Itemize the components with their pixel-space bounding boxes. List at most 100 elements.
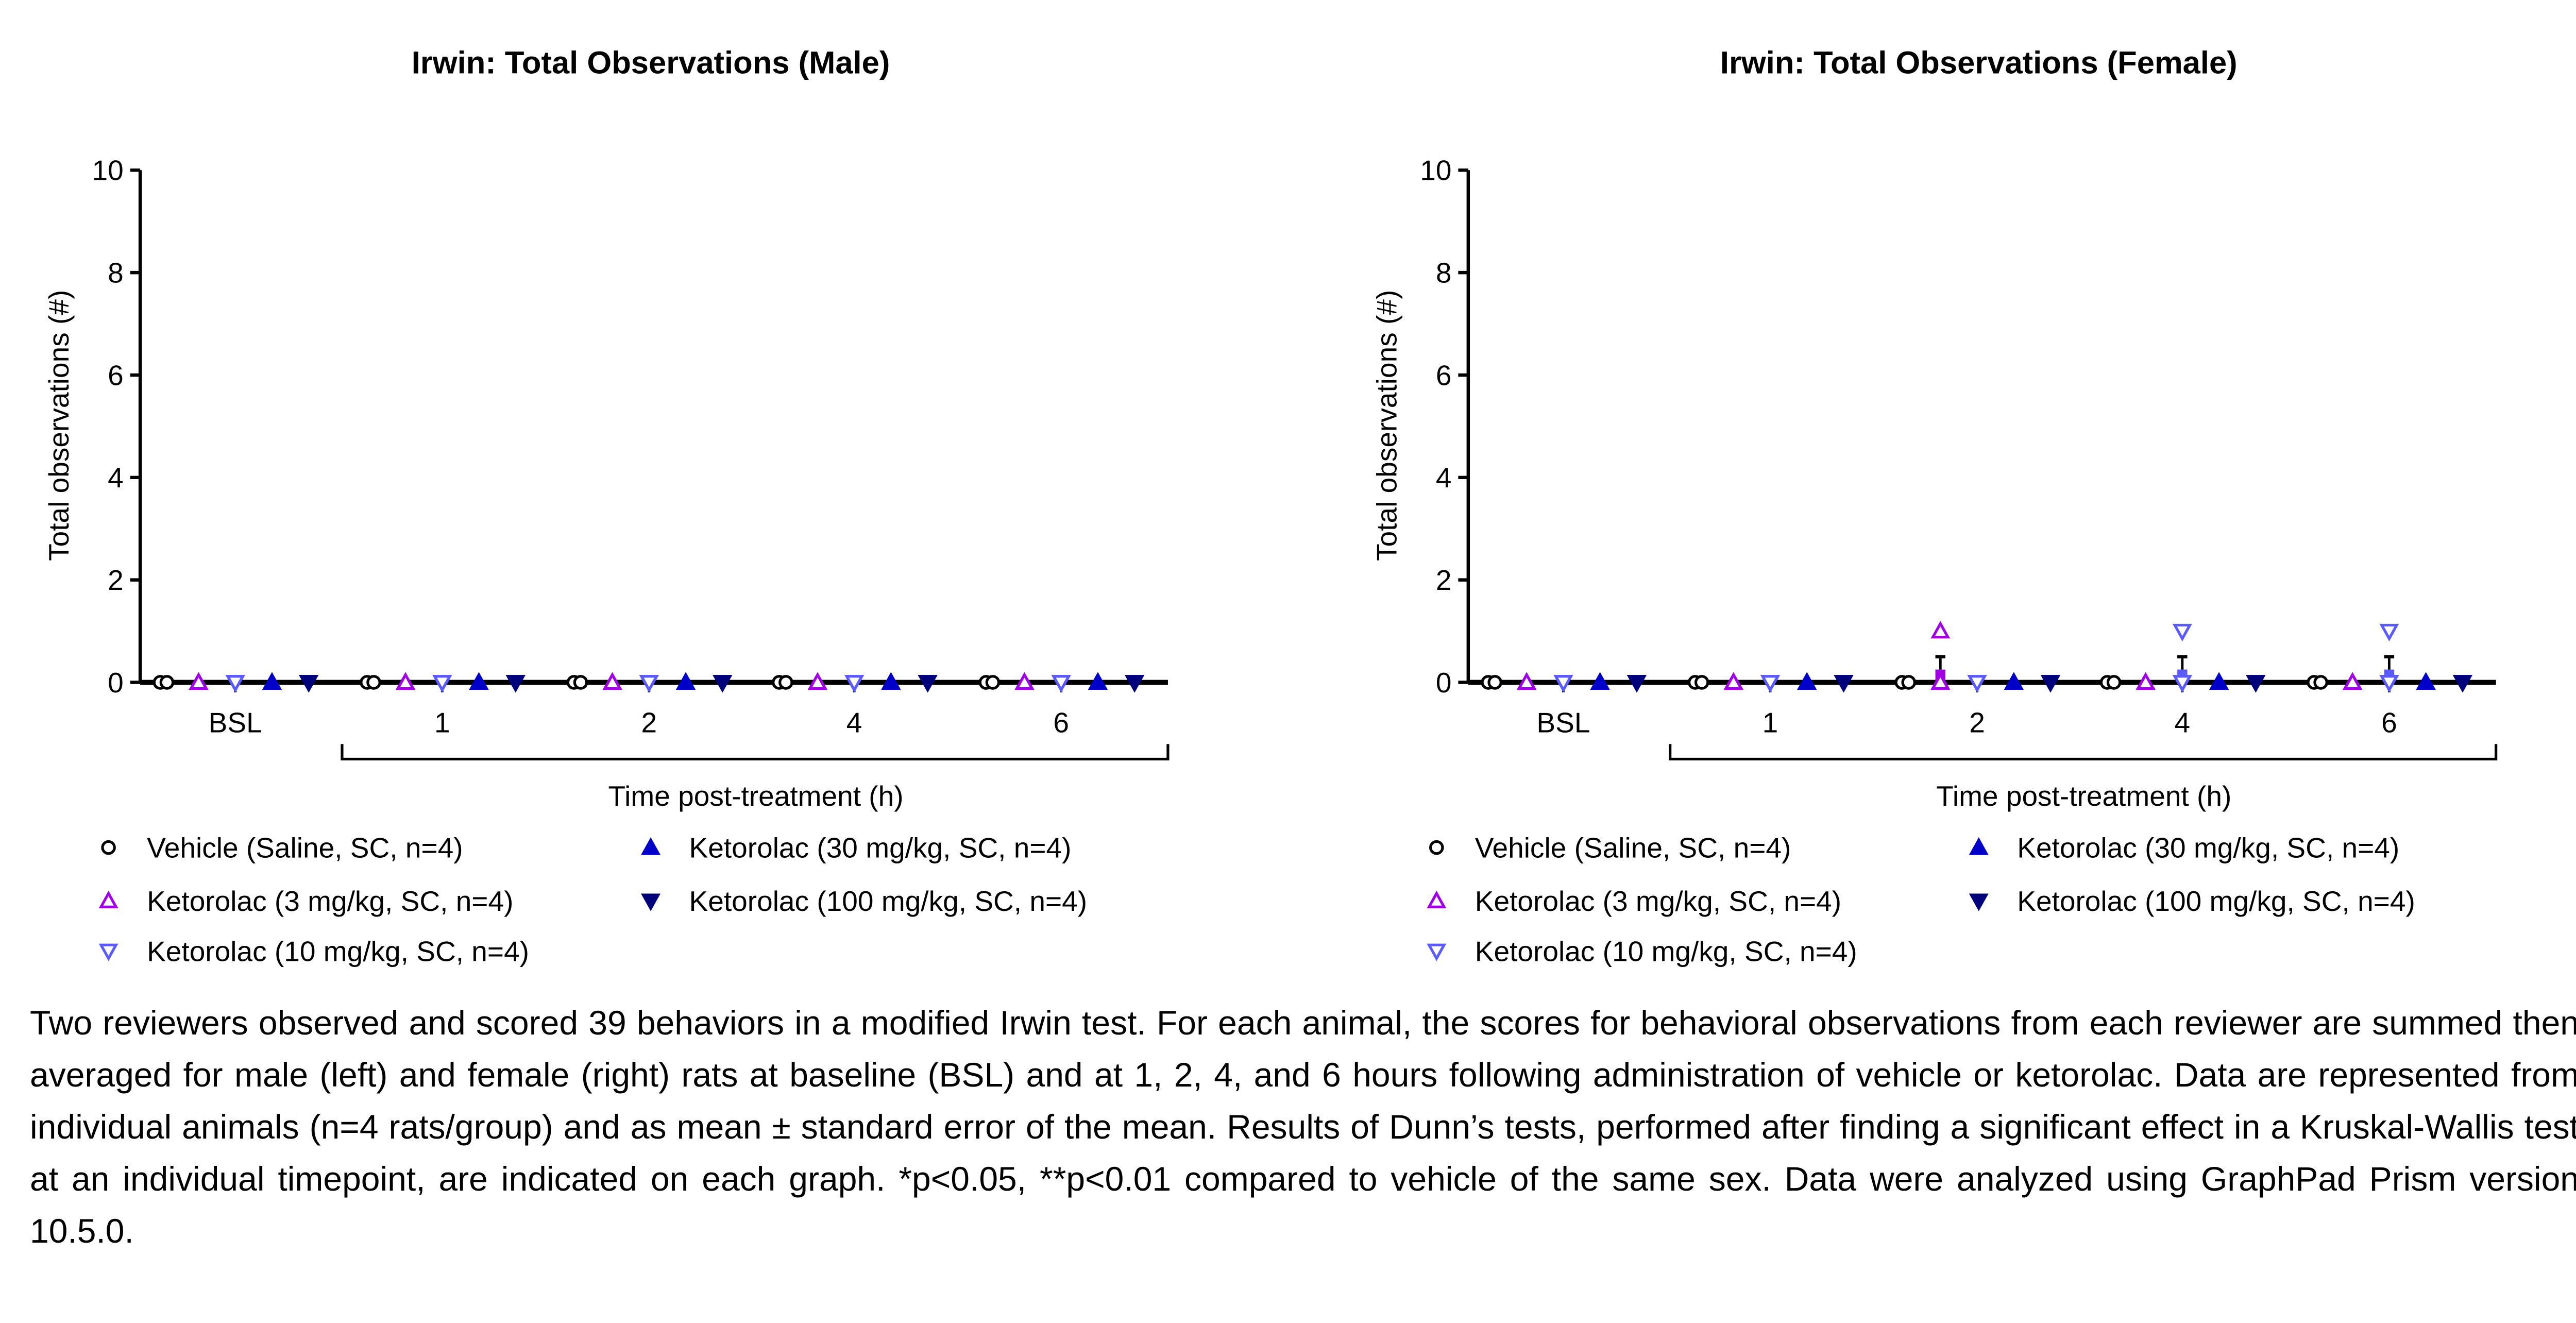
data-point — [778, 675, 793, 690]
data-point — [573, 675, 588, 690]
y-axis-label: Total observations (#) — [43, 290, 75, 561]
data-point — [881, 672, 901, 690]
data-point — [2452, 675, 2472, 693]
legend-label: Ketorolac (10 mg/kg, SC, n=4) — [1475, 935, 1857, 967]
data-point — [602, 672, 622, 690]
data-point — [505, 675, 526, 693]
data-point — [2041, 675, 2060, 693]
data-point — [2136, 672, 2156, 690]
data-point — [189, 672, 209, 690]
legend-marker-icon — [641, 893, 661, 911]
x-bracket — [1669, 744, 2498, 761]
data-point — [159, 675, 175, 690]
data-point — [1517, 672, 1537, 690]
legend-label: Ketorolac (3 mg/kg, SC, n=4) — [1475, 885, 1841, 917]
data-point — [2343, 672, 2363, 690]
data-point — [1694, 675, 1709, 690]
legend-item: Vehicle (Saline, SC, n=4) — [101, 832, 463, 864]
data-point — [469, 672, 489, 690]
data-point — [396, 672, 415, 690]
legend-marker-icon — [641, 837, 661, 855]
y-tick-label: 10 — [92, 155, 124, 186]
data-point — [985, 675, 1001, 690]
legend-label: Ketorolac (30 mg/kg, SC, n=4) — [689, 832, 1072, 864]
legend-label: Vehicle (Saline, SC, n=4) — [1475, 832, 1791, 864]
data-point — [299, 675, 319, 693]
data-point — [2313, 675, 2328, 690]
data-point — [1626, 675, 1647, 693]
data-point — [2004, 672, 2024, 690]
legend-item: Ketorolac (100 mg/kg, SC, n=4) — [1969, 885, 2415, 917]
data-point — [2172, 675, 2192, 693]
x-tick-label: 6 — [1053, 707, 1069, 739]
data-point — [1834, 675, 1854, 693]
y-tick-label: 8 — [108, 257, 124, 289]
data-point — [844, 675, 865, 693]
x-tick-label: 4 — [846, 707, 862, 739]
y-tick-label: 4 — [108, 462, 124, 494]
legend-item: Vehicle (Saline, SC, n=4) — [1429, 832, 1791, 864]
data-point — [1088, 672, 1108, 690]
x-axis-label: Time post-treatment (h) — [1936, 780, 2231, 812]
data-point — [1930, 621, 1951, 639]
data-point — [432, 675, 452, 693]
x-tick-label: 1 — [434, 707, 450, 739]
data-point — [2172, 623, 2192, 641]
x-axis-label: Time post-treatment (h) — [608, 780, 904, 812]
data-point — [1590, 672, 1610, 690]
data-point — [918, 675, 938, 693]
y-axis-label: Total observations (#) — [1371, 290, 1403, 561]
x-tick-label: 2 — [641, 707, 657, 739]
y-tick-label: 4 — [1436, 462, 1452, 494]
female-chart: Irwin: Total Observations (Female) 0 2 4 6 8 1… — [1371, 45, 2498, 967]
data-point — [1967, 675, 1987, 693]
y-tick-label: 2 — [108, 564, 124, 596]
data-point — [2106, 675, 2122, 690]
legend-item: Ketorolac (10 mg/kg, SC, n=4) — [98, 935, 529, 967]
legend-item: Ketorolac (10 mg/kg, SC, n=4) — [1427, 935, 1857, 967]
data-point — [1553, 675, 1573, 693]
legend-marker-icon — [1969, 837, 1989, 855]
y-tick-label: 8 — [1436, 257, 1452, 289]
x-tick-label: BSL — [209, 707, 262, 739]
data-point — [676, 672, 696, 690]
data-point — [807, 672, 827, 690]
data-point — [639, 675, 659, 693]
legend-marker-icon — [98, 890, 118, 908]
data-point — [1051, 675, 1071, 693]
data-point — [1797, 672, 1817, 690]
y-tick-label: 2 — [1436, 564, 1452, 596]
legend-item: Ketorolac (30 mg/kg, SC, n=4) — [641, 832, 1072, 864]
data-point — [262, 672, 282, 690]
y-tick-label: 6 — [1436, 359, 1452, 391]
chart-title: Irwin: Total Observations (Male) — [412, 45, 890, 80]
data-point — [366, 675, 381, 690]
legend-label: Vehicle (Saline, SC, n=4) — [147, 832, 463, 864]
data-point — [2209, 672, 2229, 690]
legend-marker-icon — [1427, 943, 1447, 961]
data-point — [1487, 675, 1502, 690]
figure-caption: Two reviewers observed and scored 39 beh… — [30, 1004, 2576, 1250]
legend-label: Ketorolac (3 mg/kg, SC, n=4) — [147, 885, 513, 917]
data-point — [2416, 672, 2436, 690]
legend-marker-icon — [1427, 890, 1447, 908]
x-tick-label: 1 — [1762, 707, 1778, 739]
x-tick-label: BSL — [1536, 707, 1590, 739]
data-point — [2379, 675, 2399, 693]
legend-item: Ketorolac (100 mg/kg, SC, n=4) — [641, 885, 1088, 917]
y-tick-label: 6 — [108, 359, 124, 391]
legend-item: Ketorolac (3 mg/kg, SC, n=4) — [98, 885, 513, 917]
legend-item: Ketorolac (3 mg/kg, SC, n=4) — [1427, 885, 1841, 917]
x-bracket — [341, 744, 1170, 761]
x-tick-label: 2 — [1969, 707, 1985, 739]
legend-marker-icon — [98, 943, 118, 961]
legend-label: Ketorolac (10 mg/kg, SC, n=4) — [147, 935, 529, 967]
legend-label: Ketorolac (100 mg/kg, SC, n=4) — [689, 885, 1088, 917]
data-point — [713, 675, 733, 693]
male-chart: Irwin: Total Observations (Male) 0 2 4 6 8 10 T… — [43, 45, 1170, 967]
data-point — [1930, 672, 1951, 690]
x-tick-label: 6 — [2381, 707, 2397, 739]
chart-title: Irwin: Total Observations (Female) — [1720, 45, 2238, 80]
data-point — [1760, 675, 1780, 693]
y-tick-label: 0 — [1436, 667, 1452, 699]
